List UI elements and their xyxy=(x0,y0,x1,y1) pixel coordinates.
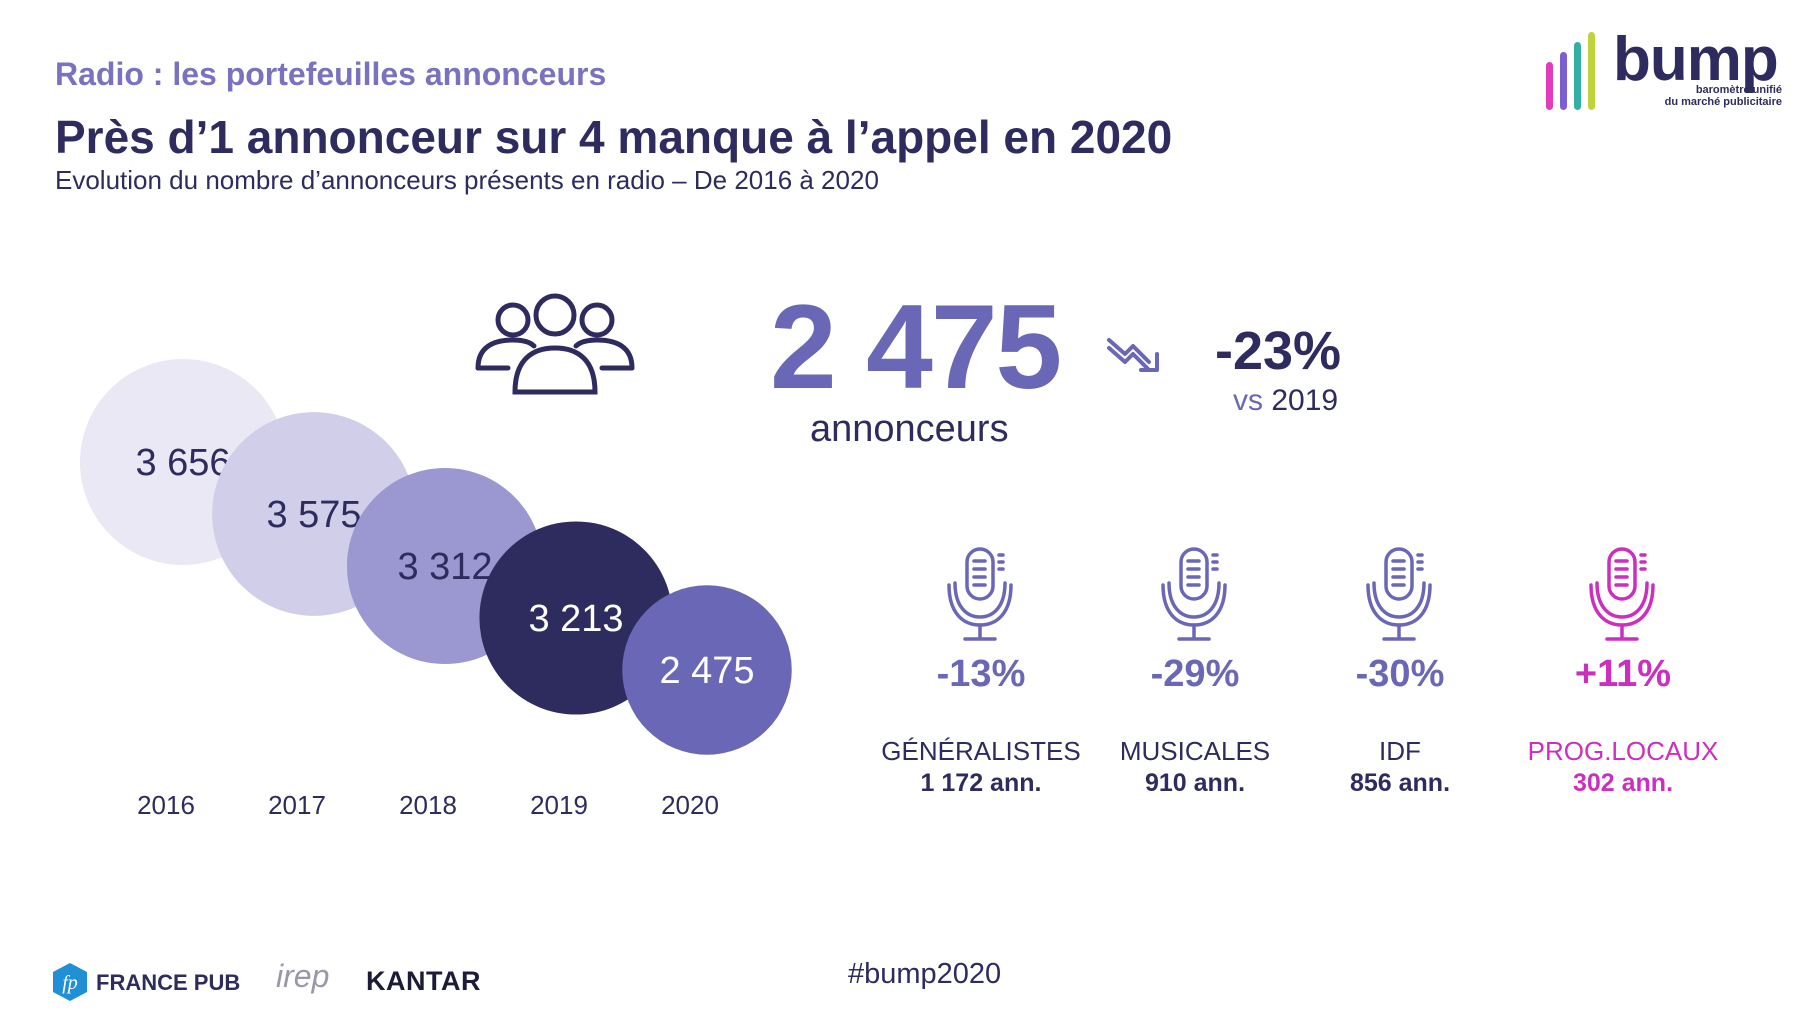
page-subtitle: Evolution du nombre d’annonceurs présent… xyxy=(55,165,879,195)
category-variation: +11% xyxy=(1574,653,1672,695)
france-pub-logo-icon: fp xyxy=(53,963,87,1001)
france-pub-label: FRANCE PUB xyxy=(96,970,241,995)
bump-logo-word: bump xyxy=(1613,25,1779,94)
year-label: 2018 xyxy=(399,790,457,820)
category-4: +11% PROG.LOCAUX 302 ann. xyxy=(1513,545,1733,798)
logo-bar xyxy=(1588,32,1595,110)
microphone-icon xyxy=(1589,547,1655,641)
category-advertisers: 910 ann. xyxy=(1144,769,1246,797)
bump-logo: bump baromètre unifié du marché publicit… xyxy=(1538,25,1788,115)
page-kicker: Radio : les portefeuilles annonceurs xyxy=(55,56,607,92)
total-advertisers-unit: annonceurs xyxy=(810,408,1009,450)
irep-logo: irep xyxy=(276,958,330,994)
bubble-value-label: 3 575 xyxy=(266,494,361,536)
kantar-logo: KANTAR xyxy=(366,966,481,996)
category-name: IDF xyxy=(1379,736,1421,766)
svg-text:fp: fp xyxy=(62,972,78,994)
category-variation: -29% xyxy=(1150,653,1240,695)
bubble-value-label: 3 213 xyxy=(528,598,623,640)
total-advertisers-value: 2 475 xyxy=(770,280,1062,414)
category-1: -13% GÉNÉRALISTES 1 172 ann. xyxy=(871,545,1091,798)
category-name: MUSICALES xyxy=(1119,736,1271,766)
people-group-icon xyxy=(475,293,635,395)
logo-bar xyxy=(1546,62,1553,110)
category-variation: -30% xyxy=(1355,653,1445,695)
bubble-value-label: 3 656 xyxy=(135,442,230,484)
category-2: -29% MUSICALES 910 ann. xyxy=(1085,545,1305,798)
vs-year: 2019 xyxy=(1271,384,1339,417)
year-label: 2017 xyxy=(268,790,326,820)
category-name: PROG.LOCAUX xyxy=(1527,736,1719,766)
category-name: GÉNÉRALISTES xyxy=(881,736,1081,766)
bubble-2020 xyxy=(622,585,792,755)
trend-down-icon xyxy=(1107,338,1159,372)
category-advertisers: 856 ann. xyxy=(1349,769,1451,797)
hashtag: #bump2020 xyxy=(848,958,1002,990)
microphone-icon xyxy=(1366,547,1432,641)
category-advertisers: 302 ann. xyxy=(1572,769,1674,797)
year-label: 2016 xyxy=(137,790,195,820)
logo-bar xyxy=(1560,52,1567,110)
microphone-icon xyxy=(947,547,1013,641)
vs-label: vs xyxy=(1233,384,1263,417)
bump-logo-tagline-1: baromètre unifié xyxy=(1695,84,1782,96)
bump-logo-tagline-2: du marché publicitaire xyxy=(1664,96,1782,108)
variation-reference: vs 2019 xyxy=(1233,384,1338,418)
bubble-chart: 3 656 3 575 3 312 3 213 2 475 xyxy=(80,359,792,755)
variation-value: -23% xyxy=(1215,321,1342,381)
category-advertisers: 1 172 ann. xyxy=(920,769,1042,797)
microphone-icon xyxy=(1161,547,1227,641)
category-3: -30% IDF 856 ann. xyxy=(1290,545,1510,798)
category-variation: -13% xyxy=(936,653,1026,695)
bump-logo-tagline: baromètre unifié du marché publicitaire xyxy=(1665,84,1782,108)
bubble-value-label: 2 475 xyxy=(659,650,754,692)
bump-logo-bars-icon xyxy=(1546,32,1595,110)
year-label: 2020 xyxy=(661,790,719,820)
year-label: 2019 xyxy=(530,790,588,820)
bubble-value-label: 3 312 xyxy=(397,546,492,588)
logo-bar xyxy=(1574,42,1581,110)
page-title: Près d’1 annonceur sur 4 manque à l’appe… xyxy=(55,111,1173,163)
